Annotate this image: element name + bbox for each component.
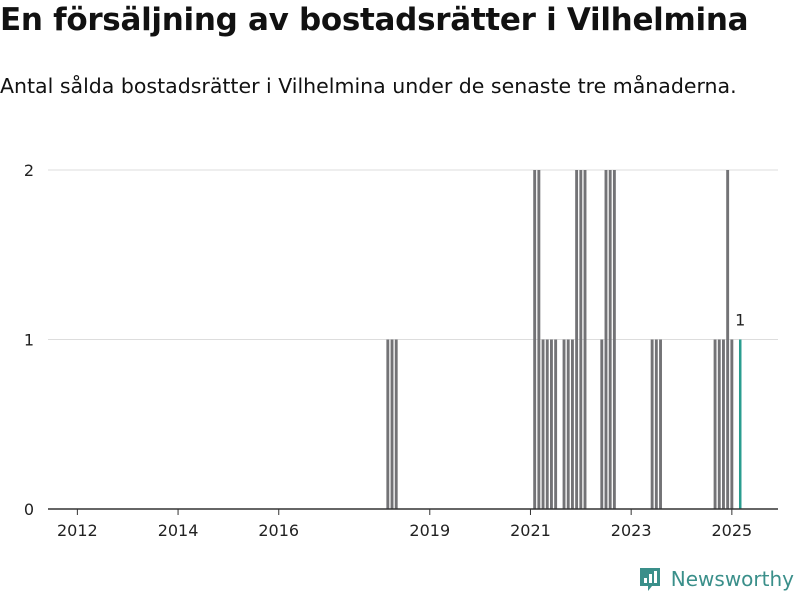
bar — [394, 339, 398, 509]
bar — [566, 339, 570, 509]
highlight-value-label: 1 — [735, 311, 745, 330]
bar — [537, 170, 541, 509]
y-tick-label: 0 — [24, 500, 34, 519]
bar — [612, 170, 616, 509]
bar — [726, 170, 730, 509]
x-tick-label: 2012 — [57, 521, 98, 540]
bar — [722, 339, 725, 509]
bar — [386, 339, 390, 509]
y-tick-label: 1 — [24, 331, 34, 350]
bar — [575, 170, 579, 509]
bar — [562, 339, 566, 509]
bar — [659, 339, 662, 509]
bar — [717, 339, 721, 509]
newsworthy-logo-icon — [639, 568, 660, 591]
x-tick-label: 2014 — [158, 521, 199, 540]
bar-chart: 0 1 2 1 2012 2014 2016 2019 2021 2023 2025 — [24, 161, 778, 540]
x-tick-label: 2021 — [510, 521, 551, 540]
bar — [713, 339, 717, 509]
bar — [600, 339, 604, 509]
highlight-bar — [738, 339, 742, 509]
bar — [608, 170, 612, 509]
bar — [579, 170, 583, 509]
bar — [604, 170, 608, 509]
bar — [533, 170, 537, 509]
brand-logo: Newsworthy — [637, 566, 794, 592]
x-tick-label: 2019 — [409, 521, 450, 540]
y-tick-label: 2 — [24, 161, 34, 180]
bar — [583, 170, 587, 509]
bar — [541, 339, 545, 509]
chart-title: En försäljning av bostadsrätter i Vilhel… — [0, 2, 749, 38]
x-tick-label: 2025 — [711, 521, 752, 540]
bar — [654, 339, 658, 509]
brand-name: Newsworthy — [670, 567, 794, 591]
x-tick-label: 2016 — [258, 521, 299, 540]
chart-subtitle: Antal sålda bostadsrätter i Vilhelmina u… — [0, 74, 737, 98]
bar — [570, 339, 574, 509]
bar — [730, 339, 734, 509]
bar — [390, 339, 394, 509]
x-tick-label: 2023 — [611, 521, 652, 540]
bar — [554, 339, 558, 509]
bar — [550, 339, 553, 509]
bar — [650, 339, 654, 509]
bar — [545, 339, 549, 509]
